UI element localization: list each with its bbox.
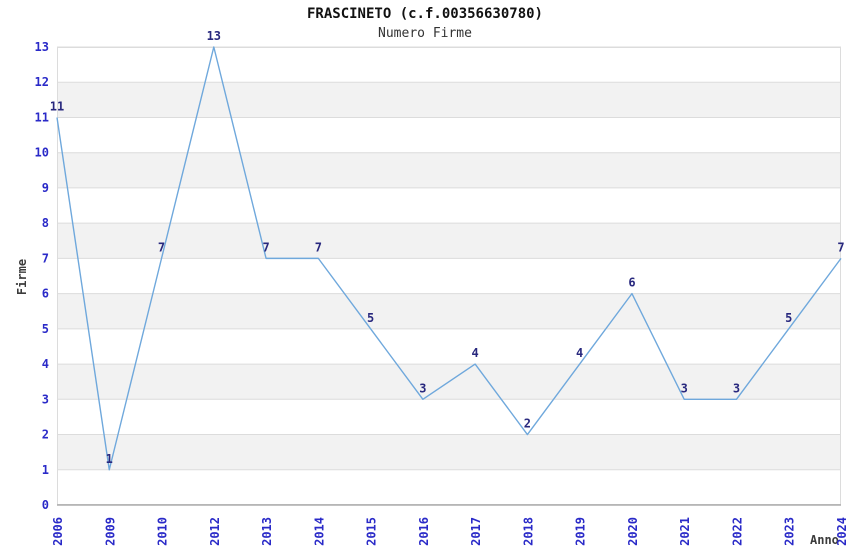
y-tick-label: 5 [42, 322, 49, 336]
data-point-label: 5 [785, 311, 792, 325]
grid-band [57, 328, 841, 365]
x-tick-label: 2023 [783, 517, 797, 546]
chart-subtitle: Numero Firme [378, 26, 472, 41]
y-tick-label: 11 [35, 110, 49, 124]
grid-band [57, 82, 841, 118]
data-point-label: 5 [367, 311, 374, 325]
grid-band [57, 187, 841, 224]
data-point-label: 4 [472, 346, 479, 360]
data-point-label: 2 [524, 417, 531, 431]
plot-area: 0 1 2 3 4 5 6 7 8 9 10 11 12 13 2006 2009 2010 2012 2013 20… [35, 29, 849, 546]
y-tick-label: 1 [42, 463, 49, 477]
x-tick-label: 2017 [469, 517, 483, 546]
x-tick-label: 2014 [312, 517, 326, 546]
x-tick-label: 2012 [208, 517, 222, 546]
y-tick-label: 0 [42, 498, 49, 512]
grid-band [57, 293, 841, 329]
y-axis-title: Firme [15, 258, 29, 296]
grid-band [57, 152, 841, 188]
y-tick-label: 2 [42, 428, 49, 442]
grid-band [57, 258, 841, 294]
chart-title: FRASCINETO (c.f.00356630780) [306, 6, 543, 22]
data-point-label: 7 [315, 240, 322, 254]
x-tick-label: 2015 [365, 517, 379, 546]
grid-band [57, 399, 841, 435]
data-point-label: 4 [576, 346, 583, 360]
y-tick-label: 10 [35, 146, 49, 160]
y-tick-label: 12 [35, 75, 49, 89]
x-tick-label: 2013 [260, 517, 274, 546]
x-tick-label: 2024 [835, 517, 849, 546]
data-point-label: 3 [681, 381, 688, 395]
x-tick-label: 2018 [521, 517, 535, 546]
grid-band [57, 469, 841, 505]
x-tick-label: 2021 [678, 517, 692, 546]
y-tick-label: 8 [42, 216, 49, 230]
x-tick-label: 2022 [730, 517, 744, 546]
data-point-label: 1 [106, 452, 113, 466]
data-point-label: 3 [733, 381, 740, 395]
x-tick-label: 2016 [417, 517, 431, 546]
grid-band [57, 47, 841, 83]
y-tick-label: 7 [42, 251, 49, 265]
y-tick-label: 9 [42, 181, 49, 195]
y-tick-label: 4 [42, 357, 49, 371]
y-tick-label: 13 [35, 40, 49, 54]
data-point-label: 13 [207, 29, 221, 43]
data-point-label: 7 [158, 240, 165, 254]
data-point-label: 11 [50, 99, 64, 113]
data-point-label: 7 [262, 240, 269, 254]
y-tick-label: 6 [42, 287, 49, 301]
data-point-label: 3 [419, 381, 426, 395]
grid-band [57, 117, 841, 153]
y-tick-label: 3 [42, 392, 49, 406]
data-point-label: 7 [837, 240, 844, 254]
x-tick-label: 2020 [626, 517, 640, 546]
x-tick-label: 2009 [103, 517, 117, 546]
grid-band [57, 223, 841, 259]
x-tick-label: 2006 [51, 517, 65, 546]
data-point-label: 6 [628, 276, 635, 290]
x-tick-label: 2010 [156, 517, 170, 546]
x-axis-title: Anno [810, 533, 839, 547]
x-tick-label: 2019 [574, 517, 588, 546]
grid-band [57, 434, 841, 470]
data-line [56, 46, 842, 471]
